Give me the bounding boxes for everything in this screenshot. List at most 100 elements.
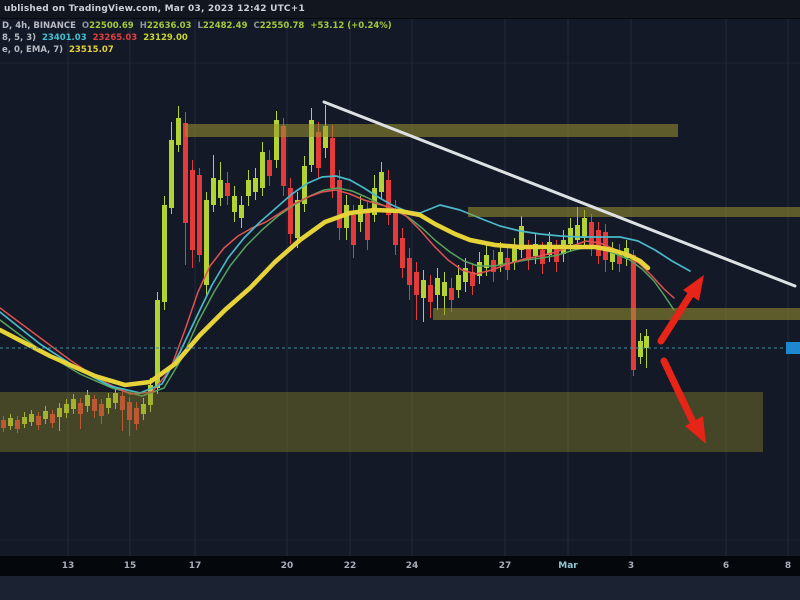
- candle: [260, 142, 265, 196]
- candle: [526, 240, 531, 270]
- highlight-zone[interactable]: [433, 308, 800, 320]
- candle: [106, 393, 111, 414]
- candle: [183, 112, 188, 265]
- candle: [617, 244, 622, 272]
- time-axis-label: Mar: [558, 561, 578, 571]
- candle: [295, 192, 300, 248]
- published-text: ublished on TradingView.com, Mar 03, 202…: [4, 4, 305, 14]
- legend-indicator-row-2[interactable]: e, 0, EMA, 7) 23515.07: [2, 44, 395, 56]
- candle: [246, 170, 251, 206]
- highlight-zone[interactable]: [468, 207, 800, 217]
- time-axis-label: 20: [280, 561, 294, 571]
- time-axis-label: 22: [343, 561, 357, 571]
- candle: [442, 272, 447, 315]
- candle: [204, 192, 209, 295]
- highlight-zone[interactable]: [185, 124, 678, 137]
- legend-symbol-row[interactable]: D, 4h, BINANCE O22500.69 H22636.03 L2248…: [2, 20, 395, 32]
- candle: [400, 228, 405, 278]
- price-tag: [786, 342, 800, 354]
- candle: [239, 196, 244, 228]
- indicator2-value: 23515.07: [69, 45, 114, 55]
- candlestick-series: [1, 105, 649, 436]
- highlight-zone[interactable]: [0, 392, 763, 452]
- candle: [288, 178, 293, 244]
- candle: [274, 111, 279, 168]
- candle: [589, 214, 594, 256]
- candle: [435, 268, 440, 310]
- ma-line-red: [0, 189, 675, 395]
- candle: [449, 278, 454, 312]
- gridlines: [0, 18, 800, 556]
- candle: [99, 399, 104, 424]
- candle: [456, 265, 461, 298]
- annotation-arrows: [657, 275, 706, 444]
- time-axis-label: 13: [61, 561, 75, 571]
- candle: [232, 186, 237, 222]
- candle: [644, 329, 649, 368]
- indicator2-label: e, 0, EMA, 7): [2, 45, 64, 55]
- descending-trendline[interactable]: [322, 100, 797, 288]
- candle: [512, 238, 517, 270]
- candle: [1, 416, 6, 432]
- low-value: 22482.49: [202, 21, 248, 31]
- candle: [218, 162, 223, 206]
- candle: [470, 263, 475, 295]
- candle: [610, 242, 615, 270]
- candle: [92, 395, 97, 418]
- candle: [197, 168, 202, 262]
- time-axis-label: 8: [784, 561, 792, 571]
- ma-line-yellow: [0, 207, 651, 388]
- candle: [463, 258, 468, 292]
- candle: [379, 162, 384, 200]
- candle: [372, 175, 377, 222]
- candle: [8, 414, 13, 430]
- candle: [414, 262, 419, 320]
- candle: [407, 248, 412, 300]
- arrow-head[interactable]: [683, 275, 704, 301]
- candle: [57, 403, 62, 431]
- candle: [330, 125, 335, 198]
- candle: [169, 122, 174, 214]
- candle: [211, 155, 216, 212]
- ma-line-cyan: [0, 175, 691, 394]
- candle: [225, 172, 230, 205]
- supply-demand-zones: [0, 124, 800, 452]
- candle: [337, 170, 342, 240]
- candle: [85, 390, 90, 412]
- candle: [50, 410, 55, 428]
- candle: [15, 416, 20, 433]
- time-axis[interactable]: 13 15 17 20 22 24 27 Mar 3 6 8: [0, 556, 800, 576]
- indicator1-upper-value: 23401.03: [41, 33, 87, 43]
- candle: [428, 275, 433, 318]
- candle: [141, 398, 146, 420]
- close-label: C: [253, 21, 260, 31]
- open-value: 22500.69: [89, 21, 134, 31]
- indicator1-mid-value: 23265.03: [92, 33, 138, 43]
- candle: [29, 410, 34, 426]
- chart-legend: D, 4h, BINANCE O22500.69 H22636.03 L2248…: [2, 20, 395, 56]
- published-bar: ublished on TradingView.com, Mar 03, 202…: [0, 0, 800, 19]
- time-axis-label: 27: [498, 561, 512, 571]
- price-chart-canvas[interactable]: [0, 0, 800, 556]
- candle: [71, 394, 76, 414]
- candle: [253, 168, 258, 200]
- candle: [162, 196, 167, 310]
- arrow-shaft[interactable]: [660, 357, 696, 424]
- arrow-shaft[interactable]: [657, 290, 695, 345]
- candle: [176, 106, 181, 152]
- candle: [64, 399, 69, 418]
- high-label: H: [139, 21, 147, 31]
- candle: [344, 195, 349, 240]
- time-axis-label: 17: [188, 561, 202, 571]
- symbol-label: D, 4h, BINANCE: [2, 21, 76, 31]
- bottom-panel: [0, 576, 800, 600]
- candle: [386, 170, 391, 225]
- low-label: L: [197, 21, 203, 31]
- change-value: +53.12 (+0.24%): [310, 21, 392, 31]
- candle: [267, 150, 272, 186]
- candle: [638, 333, 643, 364]
- legend-indicator-row-1[interactable]: 8, 5, 3) 23401.03 23265.03 23129.00: [2, 32, 395, 44]
- candle: [22, 412, 27, 428]
- open-label: O: [81, 21, 90, 31]
- arrow-head[interactable]: [685, 416, 706, 444]
